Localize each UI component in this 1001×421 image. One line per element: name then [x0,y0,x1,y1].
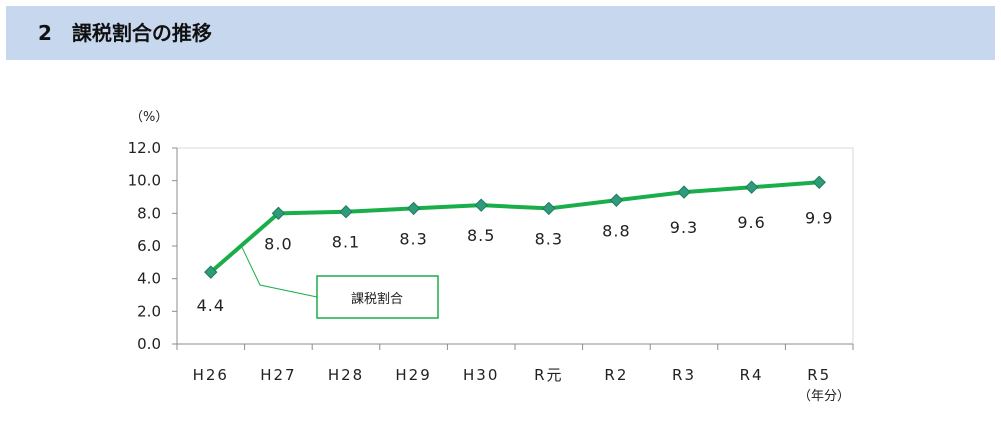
x-tick-label: H28 [328,366,364,384]
data-label: 9.9 [805,208,833,227]
header-band [6,6,995,60]
data-point [812,175,826,190]
data-point [271,206,286,221]
y-tick-label: 6.0 [137,237,161,255]
x-tick-label: H30 [463,366,499,384]
x-tick-label: R4 [740,366,764,384]
x-unit-label: （年分） [798,389,850,404]
x-tick-label: H27 [260,366,296,384]
plot-area [176,147,854,345]
y-tick-label: 0.0 [137,335,161,353]
data-label: 8.0 [264,234,292,253]
data-point [204,265,218,279]
series-line [209,180,820,274]
x-tick-label: R元 [534,366,563,384]
data-label: 8.1 [332,233,360,252]
y-tick-label: 2.0 [137,302,161,320]
x-tick-label: R5 [807,366,831,384]
data-point [677,185,691,199]
y-tick-label: 4.0 [137,270,161,288]
data-label: 8.8 [602,221,630,240]
data-point [744,180,759,194]
x-tick-label: R3 [672,366,696,384]
data-point [339,204,353,219]
data-point [542,201,556,216]
data-label: 8.3 [399,229,427,248]
y-tick-label: 8.0 [137,204,161,222]
data-label: 4.4 [197,296,225,315]
data-point [609,193,624,207]
data-point [474,198,488,212]
data-label: 9.6 [737,213,765,232]
y-tick-label: 12.0 [128,139,161,157]
legend-label: 課税割合 [351,291,403,307]
data-label: 9.3 [670,218,698,237]
y-unit-label: （%） [130,110,168,125]
x-tick-label: H29 [395,366,431,384]
data-point [406,201,421,216]
y-tick-label: 10.0 [128,172,161,190]
x-tick-label: H26 [193,366,229,384]
x-tick-label: R2 [604,366,628,384]
data-label: 8.5 [467,226,495,245]
data-label: 8.3 [535,229,563,248]
page-title: 2 課税割合の推移 [38,21,212,45]
legend-leader-line [240,245,318,298]
legend-box [316,275,439,319]
